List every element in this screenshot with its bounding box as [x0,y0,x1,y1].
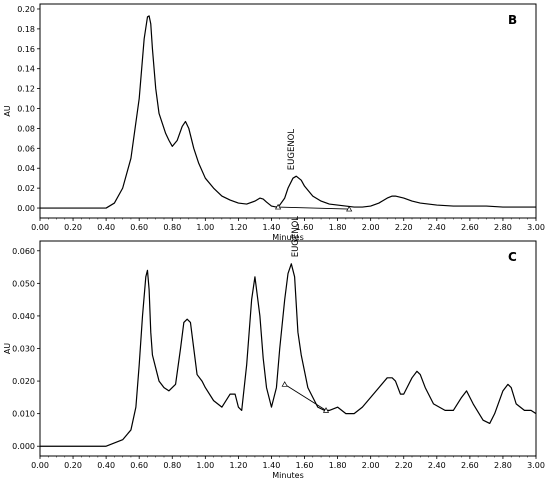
x-tick-label: 0.20 [64,461,82,470]
y-tick-label: 0.060 [12,247,35,256]
y-tick-label: 0.18 [17,25,35,34]
x-tick-label: 2.00 [362,223,380,232]
x-tick-label: 2.20 [395,223,413,232]
x-tick-label: 0.00 [31,461,49,470]
x-axis-title: Minutes [272,471,304,480]
x-tick-label: 1.00 [196,223,214,232]
x-tick-label: 0.40 [97,223,115,232]
x-tick-label: 0.40 [97,461,115,470]
y-tick-label: 0.08 [17,124,35,133]
y-tick-label: 0.00 [17,204,35,213]
chromatogram-trace [40,15,536,209]
plot-frame [39,3,537,219]
y-tick-label: 0.16 [17,45,35,54]
panel-label: C [508,250,517,264]
x-tick-label: 1.40 [263,461,281,470]
x-tick-label: 2.80 [494,223,512,232]
x-axis-title: Minutes [272,233,304,242]
x-tick-label: 1.20 [229,223,247,232]
x-tick-label: 0.60 [130,461,148,470]
chromatogram-trace [40,263,537,447]
x-tick-label: 1.20 [229,461,247,470]
x-tick-label: 0.00 [31,223,49,232]
y-tick-label: 0.02 [17,184,35,193]
y-tick-label: 0.050 [12,279,35,288]
x-tick-label: 2.60 [461,461,479,470]
peak-label-eugenol: EUGENOL [287,129,297,171]
x-tick-label: 1.60 [296,223,314,232]
x-tick-label: 0.80 [163,223,181,232]
y-tick-label: 0.14 [17,65,35,74]
y-tick-label: 0.10 [17,105,35,114]
y-tick-label: 0.030 [12,345,35,354]
integration-baseline [278,206,350,210]
peak-label-eugenol: EUGENOL [291,216,301,258]
baseline-marker [322,407,330,413]
x-tick-label: 2.40 [428,461,446,470]
y-axis-title: AU [3,343,12,354]
y-axis-title: AU [3,105,12,116]
x-tick-label: 0.80 [163,461,181,470]
y-tick-label: 0.020 [12,377,35,386]
x-tick-label: 2.40 [428,223,446,232]
x-tick-label: 0.60 [130,223,148,232]
y-tick-label: 0.000 [12,442,35,451]
x-tick-label: 3.00 [527,223,545,232]
x-tick-label: 1.00 [196,461,214,470]
x-tick-label: 1.80 [329,461,347,470]
y-tick-label: 0.20 [17,5,35,14]
x-tick-label: 1.40 [263,223,281,232]
x-tick-label: 2.60 [461,223,479,232]
x-tick-label: 2.00 [362,461,380,470]
chart-panel-b: 0.00 0.20 0.40 0.60 0.80 1.00 1.20 1.40 1.60 1.80… [3,3,545,242]
x-tick-label: 0.20 [64,223,82,232]
baseline-marker [346,205,353,212]
x-tick-label: 3.00 [527,461,545,470]
x-tick-label: 2.20 [395,461,413,470]
baseline-marker [274,203,282,210]
y-tick-label: 0.010 [12,410,35,419]
y-tick-label: 0.04 [17,164,35,173]
baseline-marker [281,381,288,387]
y-tick-label: 0.040 [12,312,35,321]
panel-label: B [508,13,517,27]
x-tick-label: 2.80 [494,461,512,470]
integration-baseline [284,383,327,411]
y-tick-label: 0.06 [17,144,35,153]
x-tick-label: 1.60 [296,461,314,470]
x-tick-label: 1.80 [329,223,347,232]
chart-panel-c: 0.00 0.20 0.40 0.60 0.80 1.00 1.20 1.40 1.60 1.80… [3,216,545,480]
y-tick-label: 0.12 [17,85,35,94]
